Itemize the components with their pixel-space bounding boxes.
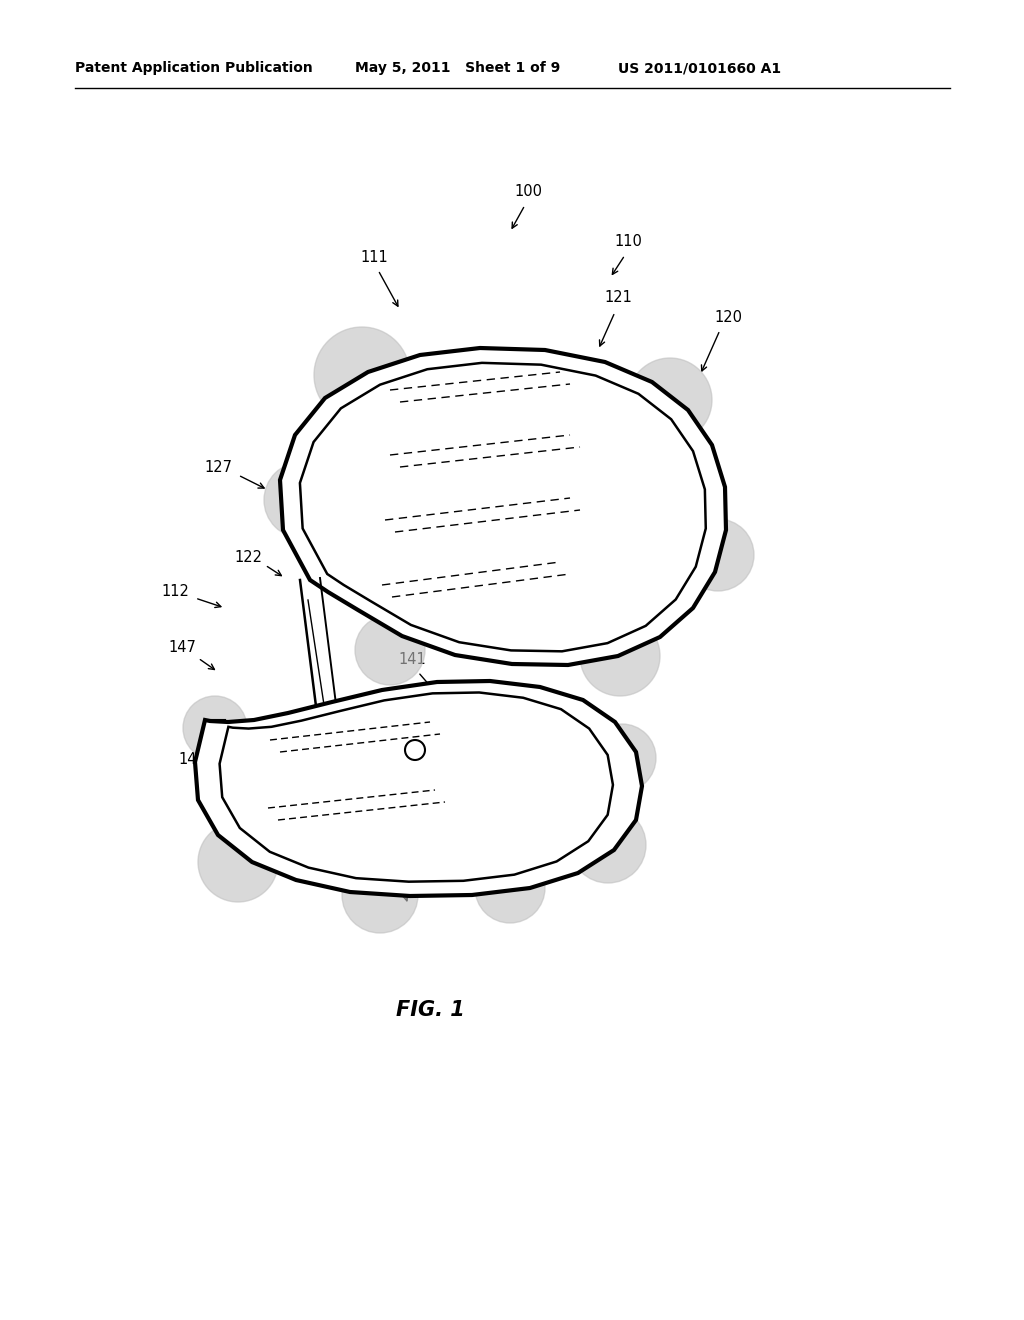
Text: 152: 152 — [478, 850, 506, 866]
Text: 114 / 144: 114 / 144 — [284, 741, 353, 755]
Text: 114 / 124: 114 / 124 — [387, 470, 457, 486]
Text: 120: 120 — [714, 310, 742, 326]
Circle shape — [475, 853, 545, 923]
Text: 111: 111 — [360, 251, 388, 265]
Circle shape — [314, 327, 410, 422]
Polygon shape — [195, 681, 642, 896]
Text: 141: 141 — [398, 652, 426, 668]
Circle shape — [406, 741, 425, 760]
Text: 121: 121 — [604, 290, 632, 305]
Circle shape — [588, 723, 656, 792]
Text: 147: 147 — [168, 640, 196, 656]
Text: FIG. 1: FIG. 1 — [395, 1001, 464, 1020]
Circle shape — [628, 358, 712, 442]
Text: 127: 127 — [204, 461, 232, 475]
Text: 110: 110 — [614, 235, 642, 249]
Circle shape — [570, 807, 646, 883]
Circle shape — [580, 616, 660, 696]
Circle shape — [355, 615, 425, 685]
Text: 100: 100 — [514, 185, 542, 199]
Text: 142: 142 — [178, 752, 206, 767]
Circle shape — [342, 857, 418, 933]
Text: May 5, 2011   Sheet 1 of 9: May 5, 2011 Sheet 1 of 9 — [355, 61, 560, 75]
Circle shape — [183, 696, 247, 760]
Circle shape — [264, 462, 340, 539]
Text: 153: 153 — [386, 870, 414, 886]
Circle shape — [682, 519, 754, 591]
Text: 140: 140 — [311, 854, 339, 870]
Text: 122: 122 — [234, 550, 262, 565]
Polygon shape — [280, 348, 726, 665]
Text: Patent Application Publication: Patent Application Publication — [75, 61, 312, 75]
Text: US 2011/0101660 A1: US 2011/0101660 A1 — [618, 61, 781, 75]
Circle shape — [198, 822, 278, 902]
Text: 112: 112 — [161, 585, 189, 599]
